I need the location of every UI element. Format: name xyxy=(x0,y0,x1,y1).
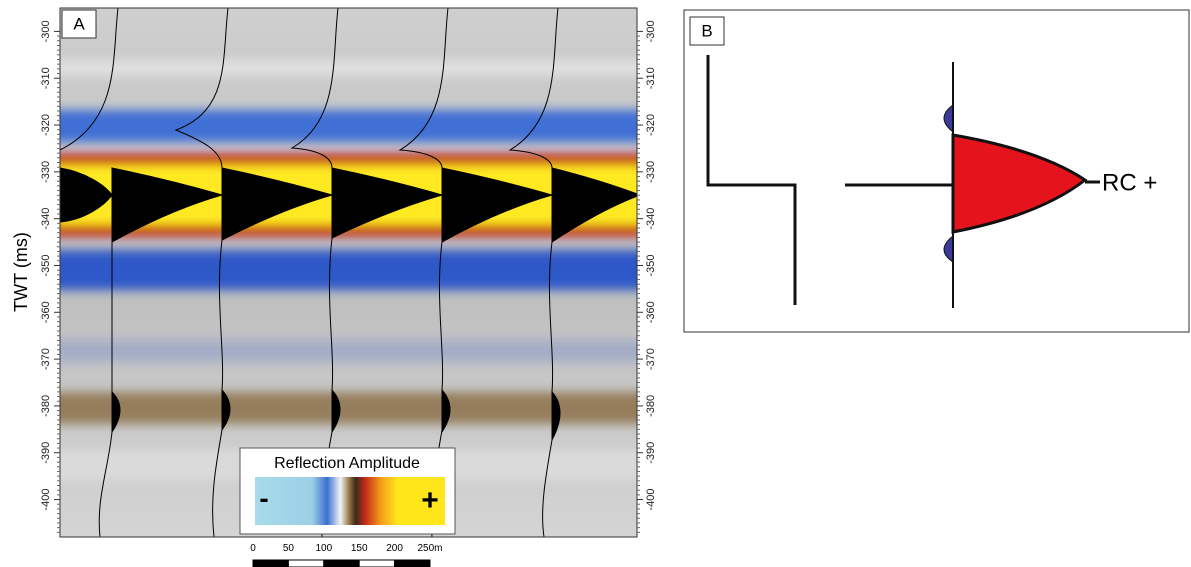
figure: A TWT (ms) Reflection Amplitude - + 0 50 1… xyxy=(0,0,1191,567)
tick-label: -310 xyxy=(40,67,52,89)
tick-label: -300 xyxy=(40,20,52,42)
scale-label: 100 xyxy=(315,543,332,554)
tick-label: -400 xyxy=(40,489,52,511)
tick-label: -360 xyxy=(40,301,52,323)
tick-label: -330 xyxy=(40,161,52,183)
annotation: RC + xyxy=(1102,169,1157,196)
legend-plus: + xyxy=(421,484,439,517)
tick-label: -320 xyxy=(40,114,52,136)
scale-segment xyxy=(359,560,394,567)
scale-segment xyxy=(324,560,359,567)
tick-label: -300 xyxy=(645,20,657,42)
scale-bar: 0 50 100 150 200 250m xyxy=(250,543,442,567)
tick-label: -310 xyxy=(645,67,657,89)
scale-segment xyxy=(253,560,288,567)
tick-label: -390 xyxy=(40,442,52,464)
tick-label: -340 xyxy=(40,208,52,230)
color-bar xyxy=(255,477,445,525)
legend: Reflection Amplitude - + xyxy=(240,448,455,534)
scale-label: 0 xyxy=(250,543,256,554)
tick-label: -350 xyxy=(645,254,657,276)
scale-label: 200 xyxy=(386,543,403,554)
panel-label: A xyxy=(73,14,85,33)
tick-label: -330 xyxy=(645,161,657,183)
tick-label: -320 xyxy=(645,114,657,136)
y-axis-label: TWT (ms) xyxy=(11,232,31,312)
tick-label: -340 xyxy=(645,208,657,230)
scale-label: 250m xyxy=(417,543,442,554)
legend-minus: - xyxy=(259,482,268,513)
scale-label: 50 xyxy=(283,543,295,554)
tick-label: -380 xyxy=(40,395,52,417)
panel-label: B xyxy=(701,21,712,40)
tick-label: -370 xyxy=(40,348,52,370)
tick-label: -390 xyxy=(645,442,657,464)
tick-label: -400 xyxy=(645,489,657,511)
tick-label: -370 xyxy=(645,348,657,370)
tick-label: -360 xyxy=(645,301,657,323)
tick-label: -350 xyxy=(40,254,52,276)
panel-b: B RC + xyxy=(684,10,1189,332)
scale-segment xyxy=(288,560,323,567)
scale-label: 150 xyxy=(351,543,368,554)
page: A TWT (ms) Reflection Amplitude - + 0 50 1… xyxy=(0,0,1191,567)
scale-segment xyxy=(395,560,430,567)
legend-title: Reflection Amplitude xyxy=(274,455,420,472)
tick-label: -380 xyxy=(645,395,657,417)
